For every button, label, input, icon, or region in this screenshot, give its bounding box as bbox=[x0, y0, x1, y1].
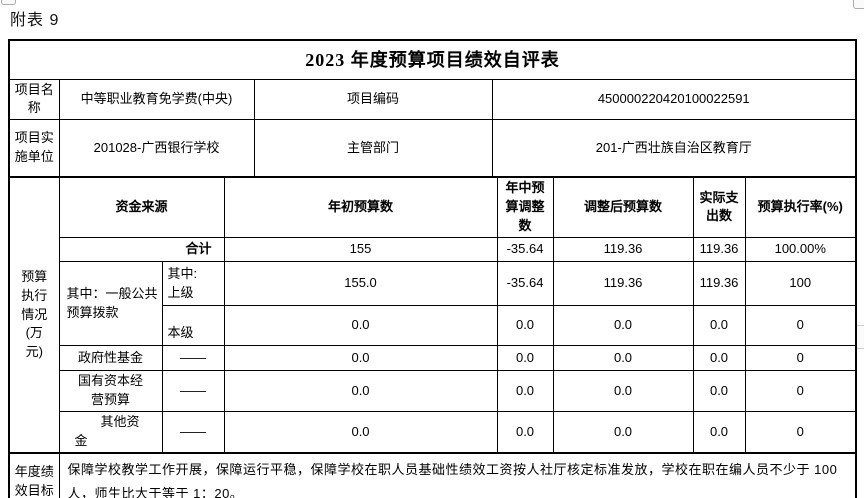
total-midyear: -35.64 bbox=[496, 236, 554, 262]
col-header-funding-source: 资金来源 bbox=[58, 177, 225, 238]
state-capital-row: 国有资本经营预算 —— 0.0 0.0 0.0 0.0 0 bbox=[10, 370, 855, 413]
total-rate: 100.00% bbox=[744, 236, 855, 262]
project-code-value: 450000220420100022591 bbox=[491, 78, 855, 121]
other-adjusted: 0.0 bbox=[552, 411, 694, 453]
local-midyear: 0.0 bbox=[496, 305, 554, 347]
gov-fund-adjusted: 0.0 bbox=[552, 345, 694, 372]
upper-initial: 155.0 bbox=[223, 260, 498, 307]
self-evaluation-table: 2023 年度预算项目绩效自评表 项目名称 中等职业教育免学费(中央) 项目编码… bbox=[8, 39, 857, 498]
gov-fund-actual: 0.0 bbox=[692, 345, 746, 372]
upper-level-label: 其中: 上级 bbox=[161, 260, 225, 307]
col-header-actual-expense: 实际支出数 bbox=[692, 177, 746, 238]
other-actual: 0.0 bbox=[692, 411, 746, 453]
implementing-unit-row: 项目实施单位 201028-广西银行学校 主管部门 201-广西壮族自治区教育厅 bbox=[10, 119, 855, 178]
project-name-row: 项目名称 中等职业教育免学费(中央) 项目编码 4500002204201000… bbox=[10, 78, 855, 121]
total-initial: 155 bbox=[223, 236, 498, 262]
gov-fund-initial: 0.0 bbox=[223, 345, 498, 372]
implementing-unit-value: 201028-广西银行学校 bbox=[58, 119, 255, 178]
upper-rate: 100 bbox=[744, 260, 855, 307]
budget-header-row: 预算执行情况(万元) 资金来源 年初预算数 年中预算调整数 调整后预算数 实际支… bbox=[10, 177, 855, 453]
col-header-initial-budget: 年初预算数 bbox=[223, 177, 498, 238]
budget-section-label: 预算执行情况(万元) bbox=[10, 177, 60, 453]
local-adjusted: 0.0 bbox=[552, 305, 694, 347]
cropped-ui-fragment-top-left bbox=[1, 0, 16, 5]
government-fund-dash: —— bbox=[161, 345, 225, 372]
cropped-ui-fragment-top-right bbox=[853, 0, 864, 9]
performance-goal-row: 年度绩效目标 保障学校教学工作开展，保障运行平稳，保障学校在职人员基础性绩效工资… bbox=[10, 452, 855, 498]
gov-fund-midyear: 0.0 bbox=[496, 345, 554, 372]
gov-fund-rate: 0 bbox=[744, 345, 855, 372]
upper-actual: 119.36 bbox=[692, 260, 746, 307]
other-funds-row: 其他资金 —— 0.0 0.0 0.0 0.0 0 bbox=[10, 411, 855, 453]
table-title: 2023 年度预算项目绩效自评表 bbox=[10, 41, 855, 80]
state-capital-label: 国有资本经营预算 bbox=[59, 370, 163, 413]
performance-goal-label: 年度绩效目标 bbox=[10, 452, 60, 498]
project-name-value: 中等职业教育免学费(中央) bbox=[58, 78, 255, 121]
general-budget-upper-row: 其中：一般公共预算拨款 其中: 上级 155.0 -35.64 119.36 1… bbox=[10, 260, 855, 347]
implementing-unit-label: 项目实施单位 bbox=[10, 119, 60, 178]
total-actual: 119.36 bbox=[692, 236, 746, 262]
state-capital-midyear: 0.0 bbox=[496, 370, 554, 413]
other-rate: 0 bbox=[744, 411, 855, 453]
local-actual: 0.0 bbox=[692, 305, 746, 347]
government-fund-row: 政府性基金 —— 0.0 0.0 0.0 0.0 0 bbox=[10, 345, 855, 372]
supervisor-dept-value: 201-广西壮族自治区教育厅 bbox=[491, 119, 855, 178]
info-section: 2023 年度预算项目绩效自评表 项目名称 中等职业教育免学费(中央) 项目编码… bbox=[10, 41, 855, 178]
col-header-midyear-adjust: 年中预算调整数 bbox=[496, 177, 554, 238]
performance-goal-text: 保障学校教学工作开展，保障运行平稳，保障学校在职人员基础性绩效工资按人社厅核定标… bbox=[58, 452, 855, 498]
general-budget-local-row: 本级 0.0 0.0 0.0 0.0 0 bbox=[10, 305, 855, 347]
local-initial: 0.0 bbox=[223, 305, 498, 347]
other-initial: 0.0 bbox=[223, 411, 498, 453]
supervisor-dept-label: 主管部门 bbox=[253, 119, 493, 178]
other-midyear: 0.0 bbox=[496, 411, 554, 453]
local-level-label: 本级 bbox=[162, 305, 225, 347]
upper-adjusted: 119.36 bbox=[552, 260, 694, 307]
total-adjusted: 119.36 bbox=[552, 236, 694, 262]
col-header-adjusted-budget: 调整后预算数 bbox=[552, 177, 694, 238]
total-row: 合计 155 -35.64 119.36 119.36 100.00% bbox=[10, 236, 855, 262]
state-capital-actual: 0.0 bbox=[692, 370, 746, 413]
state-capital-initial: 0.0 bbox=[223, 370, 498, 413]
upper-midyear: -35.64 bbox=[496, 260, 554, 307]
government-fund-label: 政府性基金 bbox=[59, 345, 163, 372]
state-capital-rate: 0 bbox=[744, 370, 855, 413]
other-funds-dash: —— bbox=[161, 411, 225, 453]
total-label: 合计 bbox=[59, 236, 225, 262]
state-capital-dash: —— bbox=[161, 370, 225, 413]
state-capital-adjusted: 0.0 bbox=[552, 370, 694, 413]
project-code-label: 项目编码 bbox=[253, 78, 493, 121]
local-rate: 0 bbox=[744, 305, 855, 347]
other-funds-label: 其他资金 bbox=[59, 411, 163, 453]
budget-section: 预算执行情况(万元) 资金来源 年初预算数 年中预算调整数 调整后预算数 实际支… bbox=[10, 177, 855, 453]
performance-goal-section: 年度绩效目标 保障学校教学工作开展，保障运行平稳，保障学校在职人员基础性绩效工资… bbox=[10, 452, 855, 498]
project-name-label: 项目名称 bbox=[10, 78, 60, 121]
attachment-heading: 附表 9 bbox=[10, 12, 60, 29]
col-header-execution-rate: 预算执行率(%) bbox=[744, 177, 855, 238]
general-public-budget-label: 其中：一般公共预算拨款 bbox=[59, 260, 163, 347]
